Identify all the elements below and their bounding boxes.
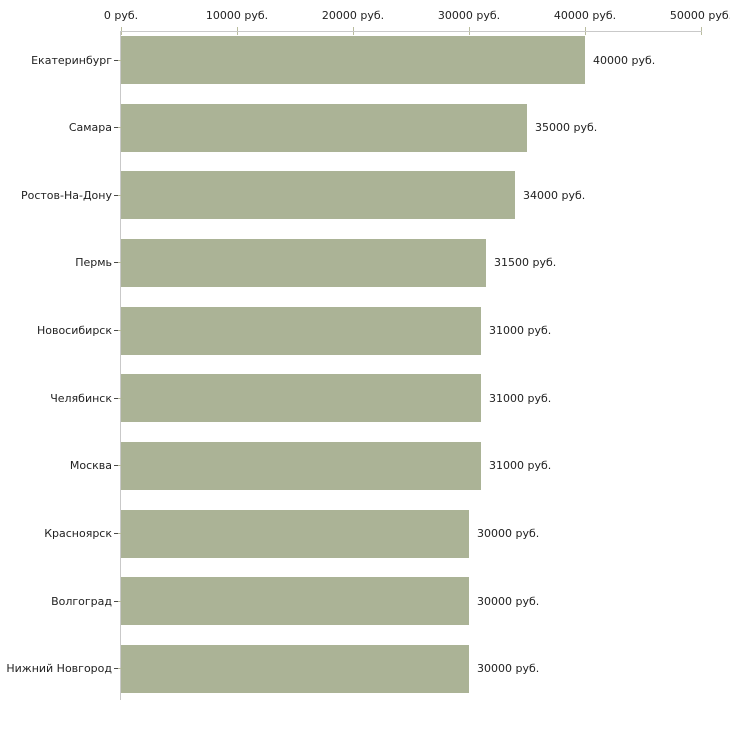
value-label: 35000 руб. xyxy=(535,121,598,135)
category-tick-mark xyxy=(114,262,118,264)
value-label: 30000 руб. xyxy=(477,527,540,541)
category-tick-mark xyxy=(114,668,118,670)
category-label: Пермь xyxy=(75,256,112,270)
category-label: Нижний Новгород xyxy=(6,662,112,676)
value-label: 30000 руб. xyxy=(477,594,540,608)
chart-row: Пермь 31500 руб. xyxy=(0,238,557,287)
category-label: Москва xyxy=(69,459,112,473)
category-label: Красноярск xyxy=(44,527,112,541)
category-tick-mark xyxy=(114,600,118,602)
category-tick-mark xyxy=(114,194,118,196)
category-tick-mark xyxy=(114,59,118,61)
value-label: 31500 руб. xyxy=(494,256,557,270)
x-axis-tick-label: 20000 руб. xyxy=(321,9,385,22)
y-axis-tick-mark xyxy=(118,397,121,399)
chart-row: Ростов-На-Дону 34000 руб. xyxy=(0,171,586,220)
chart-row: Самара 35000 руб. xyxy=(0,103,598,152)
chart-row: Нижний Новгород 30000 руб. xyxy=(0,644,540,693)
y-axis-tick-mark xyxy=(118,194,121,196)
category-label: Челябинск xyxy=(50,391,112,405)
value-label: 30000 руб. xyxy=(477,662,540,676)
bar xyxy=(121,644,469,693)
y-axis-tick-mark xyxy=(118,330,121,332)
y-axis-tick-mark xyxy=(118,59,121,61)
chart-row: Новосибирск 31000 руб. xyxy=(0,306,552,355)
category-label: Ростов-На-Дону xyxy=(20,188,112,202)
chart-row: Волгоград 30000 руб. xyxy=(0,577,540,626)
value-label: 40000 руб. xyxy=(593,53,656,67)
y-axis-tick-mark xyxy=(118,533,121,535)
category-tick-mark xyxy=(114,465,118,467)
bar xyxy=(121,374,481,423)
chart-row: Красноярск 30000 руб. xyxy=(0,509,540,558)
y-axis-tick-mark xyxy=(118,465,121,467)
bar xyxy=(121,441,481,490)
bar xyxy=(121,306,481,355)
y-axis-tick-mark xyxy=(118,262,121,264)
category-label: Самара xyxy=(68,121,112,135)
y-axis-line xyxy=(120,31,121,700)
category-label: Екатеринбург xyxy=(31,53,112,67)
bar xyxy=(121,36,585,84)
x-axis-tick-label: 40000 руб. xyxy=(553,9,617,22)
category-label: Новосибирск xyxy=(36,324,112,338)
value-label: 31000 руб. xyxy=(489,459,552,473)
x-axis-tick-label: 50000 руб. xyxy=(669,9,730,22)
x-axis-tick-label: 0 руб. xyxy=(103,9,139,22)
x-axis-tick-label: 30000 руб. xyxy=(437,9,501,22)
x-axis-tick-label: 10000 руб. xyxy=(205,9,269,22)
bar xyxy=(121,171,515,220)
chart-row: Екатеринбург 40000 руб. xyxy=(0,36,655,84)
x-axis-line xyxy=(121,31,702,32)
category-tick-mark xyxy=(114,330,118,332)
y-axis-tick-mark xyxy=(118,668,121,670)
value-label: 31000 руб. xyxy=(489,391,552,405)
bar xyxy=(121,103,527,152)
category-label: Волгоград xyxy=(51,594,112,608)
y-axis-tick-mark xyxy=(118,600,121,602)
value-label: 34000 руб. xyxy=(523,188,586,202)
value-label: 31000 руб. xyxy=(489,324,552,338)
chart-row: Москва 31000 руб. xyxy=(0,441,552,490)
category-tick-mark xyxy=(114,397,118,399)
category-tick-mark xyxy=(114,127,118,129)
category-tick-mark xyxy=(114,533,118,535)
bar xyxy=(121,577,469,626)
bar xyxy=(121,238,486,287)
y-axis-tick-mark xyxy=(118,127,121,129)
bar xyxy=(121,509,469,558)
chart-row: Челябинск 31000 руб. xyxy=(0,374,552,423)
